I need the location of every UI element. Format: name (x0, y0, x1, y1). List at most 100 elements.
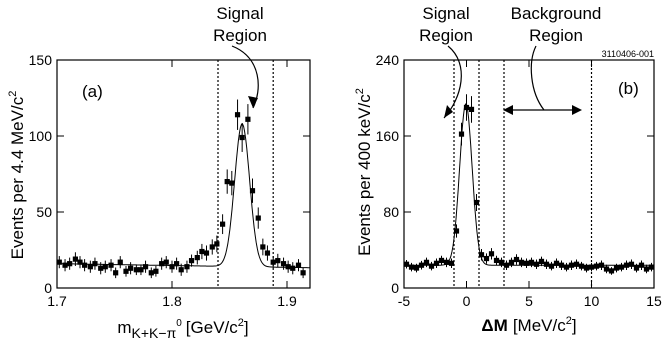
data-point (563, 262, 570, 272)
point-marker (563, 264, 570, 270)
data-point (618, 262, 625, 272)
ylabel-sup-b: 2 (354, 88, 366, 94)
point-marker (513, 256, 520, 263)
point-marker (618, 264, 625, 270)
data-group-b (403, 94, 655, 275)
background-range-arrowhead-left-b (503, 105, 513, 115)
point-marker (463, 104, 470, 111)
point-marker (184, 264, 190, 270)
data-point (264, 245, 271, 261)
xlabel-sub-a: K+K−π (132, 325, 177, 339)
data-point (538, 256, 545, 267)
point-marker (538, 258, 545, 264)
figure-code: 3110406-001 (602, 49, 654, 59)
point-marker (203, 250, 210, 256)
point-marker (229, 180, 235, 186)
point-marker (428, 263, 435, 269)
fit-curve-a (57, 123, 310, 269)
point-marker (108, 262, 114, 268)
point-marker (264, 250, 271, 256)
data-point (578, 261, 585, 271)
data-point (113, 267, 119, 279)
ylabel-sup-a: 2 (7, 91, 19, 97)
data-point (87, 260, 93, 273)
data-point (408, 262, 415, 272)
data-point (62, 259, 68, 272)
data-point (209, 239, 215, 255)
y-tick-label: 50 (36, 204, 52, 220)
data-point (214, 235, 220, 253)
point-marker (473, 199, 480, 206)
point-marker (87, 264, 93, 270)
x-tick-label: 10 (584, 293, 600, 309)
point-marker (163, 259, 169, 265)
data-point (128, 262, 134, 275)
data-point (169, 260, 175, 273)
point-marker (508, 259, 515, 265)
point-marker (199, 248, 205, 255)
xlabel-b: ΔM [MeV/c2] (481, 315, 576, 335)
point-marker (533, 261, 540, 267)
data-point (433, 258, 440, 269)
data-point (285, 260, 291, 273)
data-point (102, 260, 108, 273)
data-point (245, 104, 251, 135)
point-marker (483, 255, 490, 262)
y-tick-label: 0 (44, 280, 52, 296)
point-marker (255, 215, 261, 221)
plot-frame-b (403, 59, 655, 289)
background-range-arrowhead-right-b (572, 105, 582, 115)
point-marker (593, 263, 600, 269)
point-marker (603, 266, 610, 272)
signal-annotation-line2-a: Region (213, 26, 267, 45)
data-point (239, 123, 245, 152)
point-marker (138, 267, 144, 273)
data-point (463, 94, 470, 121)
xlabel-sup-a: 0 (176, 318, 182, 329)
point-marker (438, 257, 445, 264)
data-point (448, 258, 455, 269)
data-point (249, 178, 256, 203)
point-marker (453, 228, 460, 234)
data-point (488, 248, 495, 260)
x-tick-label: 1.7 (47, 293, 67, 309)
data-point (123, 265, 129, 277)
data-point (159, 257, 165, 270)
y-tick-label: 100 (29, 128, 53, 144)
point-marker (133, 267, 139, 273)
signal-annotation-line1-b: Signal (422, 4, 469, 23)
signal-annotation-line1-a: Signal (216, 4, 263, 23)
point-marker (548, 263, 555, 269)
data-point (77, 256, 83, 269)
panel-label-b: (b) (618, 79, 639, 98)
data-group-a (56, 99, 306, 279)
data-point (174, 257, 180, 270)
data-point (483, 253, 490, 264)
data-point (194, 250, 200, 265)
point-marker (77, 259, 83, 265)
data-point (443, 257, 450, 268)
point-marker (423, 259, 430, 265)
ylabel-b: Events per 400 keV/c2 (354, 88, 374, 256)
data-point (513, 254, 520, 265)
point-marker (102, 264, 108, 270)
data-point (523, 258, 530, 269)
xlabel-a: mK+K−π0 [GeV/c2] (117, 317, 248, 339)
point-marker (92, 261, 98, 267)
data-point (543, 259, 550, 269)
point-marker (280, 261, 287, 267)
point-marker (443, 259, 450, 265)
xlabel-unit-sup-a: 2 (238, 317, 244, 329)
point-marker (159, 261, 165, 267)
point-marker (413, 265, 420, 271)
point-marker (468, 106, 475, 112)
point-marker (169, 264, 175, 270)
point-marker (239, 134, 245, 141)
data-point (453, 224, 460, 238)
data-point (82, 259, 88, 272)
data-point (548, 261, 555, 271)
point-marker (178, 267, 184, 273)
data-point (295, 259, 302, 272)
